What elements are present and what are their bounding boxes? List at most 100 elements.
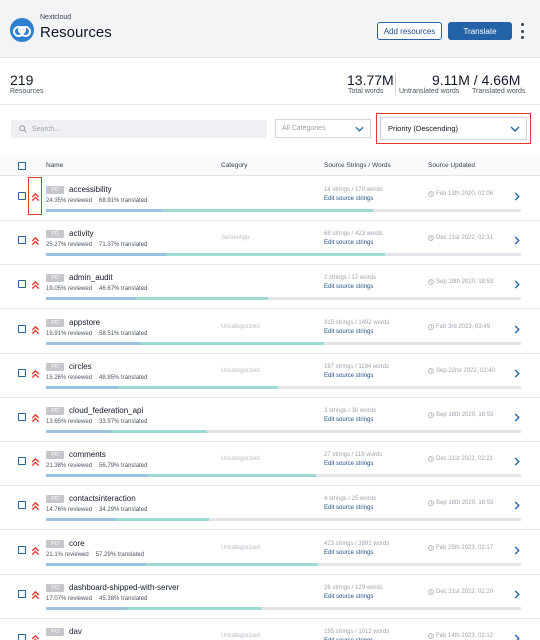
resource-name[interactable]: dav [69,627,82,636]
table-row[interactable]: PO core 21.1% reviewed 57.29% translated … [0,531,540,575]
resource-name[interactable]: admin_audit [69,273,113,282]
edit-source-strings-link[interactable]: Edit source strings [324,329,374,335]
chevron-right-icon[interactable] [514,325,520,334]
row-checkbox[interactable] [18,280,26,288]
row-checkbox[interactable] [18,325,26,333]
edit-source-strings-link[interactable]: Edit source strings [324,461,374,467]
resource-name[interactable]: core [69,539,85,548]
chevron-down-icon [510,126,520,132]
reviewed-percent: 21.38% reviewed [46,463,93,469]
source-updated: Sep 18th 2020, 18:53 [428,412,493,418]
reviewed-fill [46,209,162,212]
row-checkbox[interactable] [18,457,26,465]
row-checkbox[interactable] [18,413,26,421]
chevron-right-icon[interactable] [514,192,520,201]
table-row[interactable]: PO activity 25.27% reviewed 71.37% transl… [0,221,540,265]
column-header-source[interactable]: Source Strings / Words [324,162,391,169]
search-input[interactable]: Search... [11,120,267,138]
format-badge: PO [46,363,64,371]
translate-button[interactable]: Translate [448,22,512,40]
more-options-icon[interactable] [519,23,525,39]
source-updated-date: Sep 18th 2020, 18:53 [436,412,494,418]
source-count: 195 strings / 1012 words [324,629,390,635]
row-checkbox[interactable] [18,236,26,244]
resource-name[interactable]: comments [69,450,106,459]
column-header-category[interactable]: Category [221,162,248,169]
chevron-right-icon[interactable] [514,369,520,378]
row-checkbox[interactable] [18,546,26,554]
high-priority-icon [31,546,40,556]
edit-source-strings-link[interactable]: Edit source strings [324,240,374,246]
resource-name[interactable]: circles [69,362,92,371]
source-count: 14 strings / 170 words [324,187,383,193]
column-header-name[interactable]: Name [46,162,64,169]
chevron-right-icon[interactable] [514,280,520,289]
edit-source-strings-link[interactable]: Edit source strings [324,550,374,556]
row-checkbox[interactable] [18,634,26,640]
source-updated: Dec 21st 2022, 02:20 [428,589,493,595]
resource-name[interactable]: cloud_federation_api [69,406,144,415]
edit-source-strings-link[interactable]: Edit source strings [324,284,374,290]
source-updated: Sep 22nd 2022, 02:40 [428,368,495,374]
edit-source-strings-link[interactable]: Edit source strings [324,594,374,600]
row-checkbox[interactable] [18,590,26,598]
chevron-right-icon[interactable] [514,546,520,555]
format-badge: PO [46,540,64,548]
resource-name[interactable]: contactsinteraction [69,494,136,503]
clock-icon [428,545,434,551]
chevron-right-icon[interactable] [514,236,520,245]
table-row[interactable]: PO cloud_federation_api 13.65% reviewed 3… [0,398,540,442]
edit-source-strings-link[interactable]: Edit source strings [324,417,374,423]
table-row[interactable]: PO dashboard-shipped-with-server 17.07% … [0,575,540,619]
table-row[interactable]: PO circles 15.26% reviewed 48.85% transla… [0,354,540,398]
chevron-right-icon[interactable] [514,413,520,422]
translation-progress-bar [46,253,521,256]
source-updated-date: Sep 18th 2020, 18:53 [436,279,494,285]
stats-divider [395,72,396,96]
source-count: 2 strings / 17 words [324,275,377,281]
resource-name[interactable]: accessibility [69,185,112,194]
chevron-right-icon[interactable] [514,501,520,510]
row-checkbox[interactable] [18,369,26,377]
table-row[interactable]: PO accessibility 24.35% reviewed 68.91% t… [0,177,540,221]
source-updated-date: Dec 21st 2022, 02:20 [436,589,494,595]
source-count: 315 strings / 1492 words [324,320,390,326]
resource-name[interactable]: dashboard-shipped-with-server [69,583,180,592]
category-select-value: All Categories [282,125,326,132]
chevron-down-icon [355,126,364,132]
row-checkbox[interactable] [18,192,26,200]
reviewed-fill [46,253,167,256]
table-row[interactable]: PO appstore 19.91% reviewed 58.51% transl… [0,310,540,354]
table-row[interactable]: PO comments 21.38% reviewed 56.79% transl… [0,442,540,486]
source-updated-date: Feb 13th 2020, 02:06 [436,191,494,197]
edit-source-strings-link[interactable]: Edit source strings [324,373,374,379]
row-checkbox[interactable] [18,501,26,509]
translation-progress-bar [46,386,521,389]
reviewed-fill [46,297,137,300]
translation-progress-bar [46,474,521,477]
resource-name[interactable]: activity [69,229,94,238]
chevron-right-icon[interactable] [514,634,520,640]
clock-icon [428,456,434,462]
table-row[interactable]: PO dav Uncategorized 195 strings / 1012 … [0,619,540,640]
reviewed-percent: 21.1% reviewed [46,552,89,558]
source-updated-date: Feb 25th 2023, 02:17 [436,545,494,551]
edit-source-strings-link[interactable]: Edit source strings [324,196,374,202]
table-row[interactable]: PO admin_audit 19.05% reviewed 46.67% tra… [0,265,540,309]
table-row[interactable]: PO contactsinteraction 14.76% reviewed 34… [0,486,540,530]
source-count: 3 strings / 30 words [324,408,377,414]
resource-category: Uncategorized [221,368,260,374]
category-select[interactable]: All Categories [275,119,371,138]
add-resources-button[interactable]: Add resources [377,22,442,40]
resource-name[interactable]: appstore [69,318,101,327]
column-header-updated[interactable]: Source Updated [428,162,475,169]
edit-source-strings-link[interactable]: Edit source strings [324,638,373,640]
chevron-right-icon[interactable] [514,457,520,466]
edit-source-strings-link[interactable]: Edit source strings [324,505,374,511]
select-all-checkbox[interactable] [18,162,26,170]
chevron-right-icon[interactable] [514,590,520,599]
translated-percent: 46.67% translated [99,286,148,292]
source-updated: Sep 18th 2020, 18:53 [428,279,493,285]
sort-select[interactable]: Priority (Descending) [380,117,527,140]
source-updated: Feb 13th 2020, 02:06 [428,191,493,197]
